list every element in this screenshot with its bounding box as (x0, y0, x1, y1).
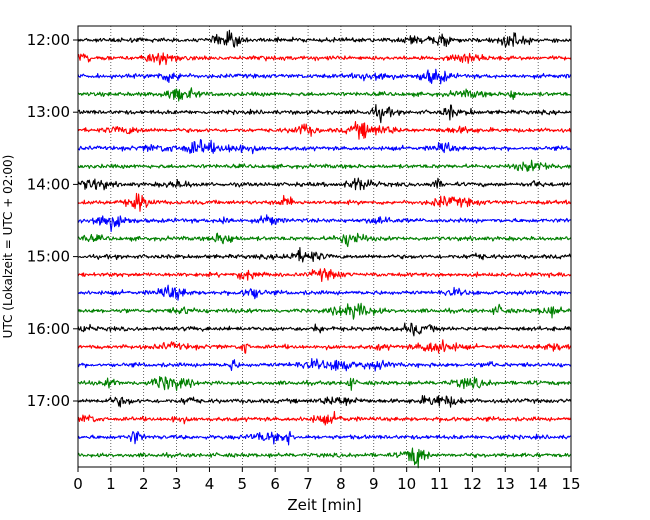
trace-1230 (77, 68, 572, 85)
x-tick-label: 11 (430, 475, 449, 493)
trace-1730 (77, 430, 572, 446)
trace-group (77, 29, 572, 469)
trace-1215 (77, 52, 572, 66)
x-tick-label: 7 (303, 475, 313, 493)
trace-1745 (77, 447, 572, 469)
trace-1700 (77, 394, 572, 408)
trace-1600 (77, 322, 572, 337)
y-tick-label: 17:00 (27, 392, 70, 410)
trace-1545 (77, 302, 572, 320)
trace-1430 (77, 214, 572, 233)
y-axis-label: UTC (Lokalzeit = UTC + 02:00) (1, 155, 15, 339)
x-tick-label: 4 (205, 475, 215, 493)
x-tick-label: 10 (397, 475, 416, 493)
x-tick-label: 9 (369, 475, 379, 493)
trace-1400 (77, 177, 572, 191)
x-tick-label: 13 (496, 475, 515, 493)
x-tick-label: 2 (139, 475, 149, 493)
x-tick-label: 3 (172, 475, 182, 493)
trace-1630 (77, 358, 572, 372)
x-tick-label: 6 (270, 475, 280, 493)
x-tick-label: 15 (561, 475, 580, 493)
x-tick-label: 1 (106, 475, 116, 493)
trace-1445 (77, 232, 572, 248)
y-tick-label: 13:00 (27, 103, 70, 121)
trace-1330 (77, 138, 572, 155)
x-tick-label: 14 (529, 475, 548, 493)
x-tick-label: 0 (73, 475, 83, 493)
y-axis-ticks: 12:00 13:00 14:00 15:00 16:00 17:00 (27, 31, 78, 410)
x-tick-label: 8 (336, 475, 346, 493)
plot-frame (77, 25, 572, 468)
y-tick-label: 15:00 (27, 248, 70, 266)
trace-1500 (77, 246, 572, 263)
x-tick-label: 12 (463, 475, 482, 493)
trace-1300 (77, 104, 572, 124)
x-tick-label: 5 (238, 475, 248, 493)
trace-1515 (77, 268, 572, 283)
y-tick-label: 16:00 (27, 320, 70, 338)
trace-1345 (77, 159, 572, 172)
x-axis-label: Zeit [min] (287, 496, 361, 514)
y-tick-label: 12:00 (27, 31, 70, 49)
trace-1200 (77, 29, 572, 48)
trace-1245 (77, 87, 572, 102)
trace-1715 (77, 410, 572, 426)
trace-1315 (77, 121, 572, 140)
trace-1415 (77, 192, 572, 212)
y-tick-label: 14:00 (27, 175, 70, 193)
trace-1615 (77, 339, 572, 354)
trace-1530 (77, 284, 572, 301)
x-axis-ticks: 0 1 2 3 4 5 6 7 8 9 10 11 12 13 14 15 (73, 467, 581, 493)
trace-1645 (77, 376, 572, 392)
